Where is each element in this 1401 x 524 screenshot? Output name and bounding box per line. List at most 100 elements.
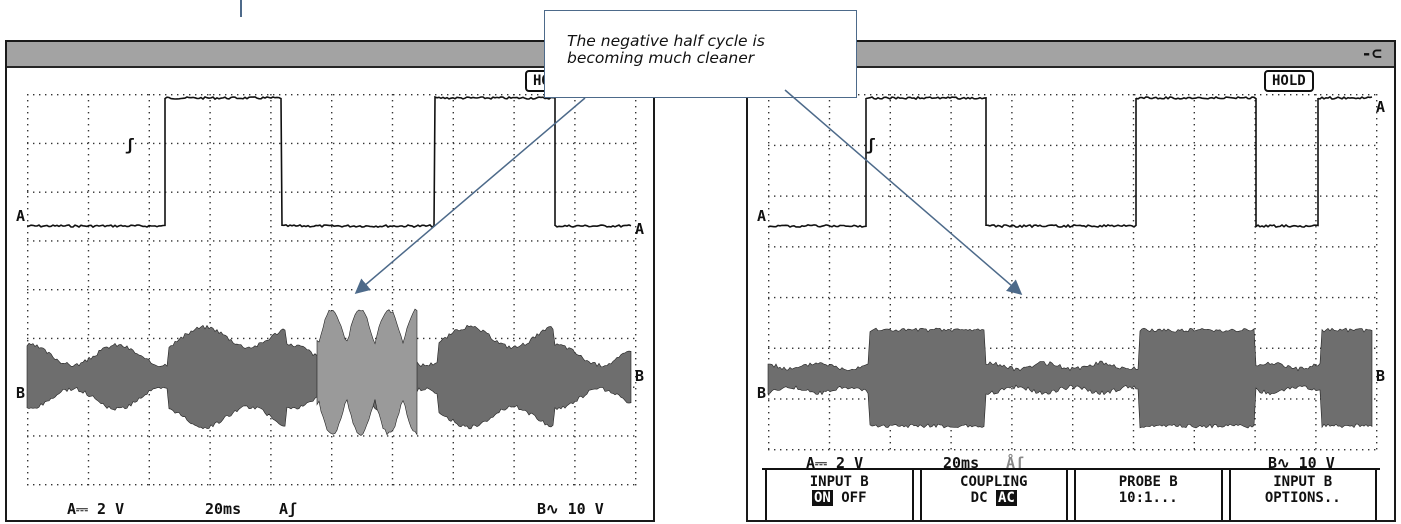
grid-dot bbox=[930, 94, 932, 96]
grid-dot bbox=[1272, 94, 1274, 96]
grid-dot bbox=[270, 106, 272, 108]
grid-dot bbox=[950, 148, 952, 150]
grid-dot bbox=[1376, 124, 1378, 126]
softkey-input-b-options[interactable]: INPUT B OPTIONS.. bbox=[1228, 470, 1377, 520]
grid-dot bbox=[1193, 316, 1195, 318]
grid-dot bbox=[1008, 144, 1010, 147]
grid-dot bbox=[331, 142, 333, 144]
grid-dot bbox=[57, 337, 59, 340]
grid-dot bbox=[148, 202, 150, 204]
grid-dot bbox=[507, 435, 509, 437]
grid-dot bbox=[237, 289, 239, 291]
grid-dot bbox=[148, 322, 150, 324]
grid-dot bbox=[635, 466, 637, 468]
grid-dot bbox=[1350, 246, 1352, 248]
grid-dot bbox=[1038, 347, 1040, 349]
grid-dot bbox=[1134, 195, 1136, 197]
grid-dot bbox=[603, 435, 605, 437]
grid-dot bbox=[27, 328, 29, 330]
grid-dot bbox=[459, 94, 461, 96]
grid-dot bbox=[1254, 442, 1256, 444]
grid-dot bbox=[561, 337, 563, 340]
grid-dot bbox=[1315, 100, 1317, 102]
grid-dot bbox=[148, 340, 150, 342]
grid-dot bbox=[1376, 334, 1378, 336]
grid-dot bbox=[810, 195, 812, 197]
grid-dot bbox=[177, 337, 179, 340]
grid-dot bbox=[1376, 274, 1378, 276]
grid-dot bbox=[148, 334, 150, 336]
grid-dot bbox=[87, 232, 90, 234]
grid-dot bbox=[1193, 274, 1195, 276]
grid-dot bbox=[391, 202, 394, 204]
grid-dot bbox=[459, 435, 461, 437]
grid-dot bbox=[369, 94, 371, 96]
grid-dot bbox=[804, 195, 806, 197]
grid-dot bbox=[1193, 448, 1195, 450]
grid-dot bbox=[27, 298, 29, 300]
grid-dot bbox=[1350, 195, 1352, 197]
grid-dot bbox=[391, 460, 394, 462]
grid-dot bbox=[513, 142, 515, 144]
grid-dot bbox=[930, 449, 932, 451]
grid-dot bbox=[1315, 394, 1317, 396]
grid-dot bbox=[591, 142, 593, 145]
grid-dot bbox=[950, 118, 952, 120]
grid-dot bbox=[213, 484, 215, 486]
grid-dot bbox=[465, 240, 467, 242]
grid-dot bbox=[768, 286, 770, 288]
grid-dot bbox=[1002, 195, 1004, 197]
grid-dot bbox=[621, 142, 623, 145]
grid-dot bbox=[543, 94, 545, 96]
grid-dot bbox=[621, 435, 623, 437]
grid-dot bbox=[411, 240, 413, 242]
grid-dot bbox=[105, 240, 107, 242]
grid-dot bbox=[635, 142, 637, 144]
grid-dot bbox=[195, 191, 197, 193]
grid-dot bbox=[231, 289, 233, 291]
grid-dot bbox=[452, 226, 454, 228]
grid-dot bbox=[1350, 449, 1352, 451]
grid-dot bbox=[1038, 144, 1040, 147]
grid-dot bbox=[996, 144, 998, 147]
grid-dot bbox=[279, 484, 281, 486]
grid-dot bbox=[930, 195, 932, 197]
grid-dot bbox=[391, 118, 394, 120]
grid-dot bbox=[209, 148, 211, 150]
grid-dot bbox=[1193, 94, 1195, 96]
grid-dot bbox=[876, 246, 878, 248]
grid-dot bbox=[267, 191, 269, 193]
grid-dot bbox=[27, 208, 29, 210]
grid-dot bbox=[105, 142, 107, 145]
grid-dot bbox=[889, 268, 891, 270]
grid-dot bbox=[936, 144, 938, 147]
grid-dot bbox=[924, 144, 926, 147]
grid-dot bbox=[1072, 160, 1074, 162]
grid-dot bbox=[297, 435, 299, 437]
softkey-input-b-toggle[interactable]: INPUT B ON OFF bbox=[765, 470, 914, 520]
grid-dot bbox=[209, 292, 211, 294]
grid-dot bbox=[148, 400, 150, 402]
grid-dot bbox=[579, 240, 581, 242]
softkey-probe-b[interactable]: PROBE B 10:1... bbox=[1074, 470, 1223, 520]
grid-dot bbox=[1224, 296, 1226, 299]
grid-dot bbox=[1212, 94, 1214, 96]
softkey-coupling[interactable]: COUPLING DC AC bbox=[919, 470, 1068, 520]
grid-dot bbox=[889, 262, 891, 264]
grid-dot bbox=[27, 106, 29, 108]
grid-dot bbox=[39, 435, 41, 437]
grid-dot bbox=[966, 144, 968, 147]
grid-dot bbox=[990, 398, 992, 400]
grid-dot bbox=[1011, 328, 1013, 330]
grid-dot bbox=[1132, 94, 1135, 96]
channel-a-square-trace bbox=[26, 95, 632, 229]
grid-dot bbox=[635, 274, 637, 276]
grid-dot bbox=[889, 172, 891, 174]
grid-dot bbox=[148, 238, 150, 240]
grid-dot bbox=[585, 142, 587, 145]
grid-dot bbox=[1193, 148, 1195, 150]
grid-dot bbox=[148, 472, 150, 474]
grid-dot bbox=[285, 240, 287, 242]
grid-dot bbox=[834, 296, 836, 299]
grid-dot bbox=[1014, 296, 1016, 299]
